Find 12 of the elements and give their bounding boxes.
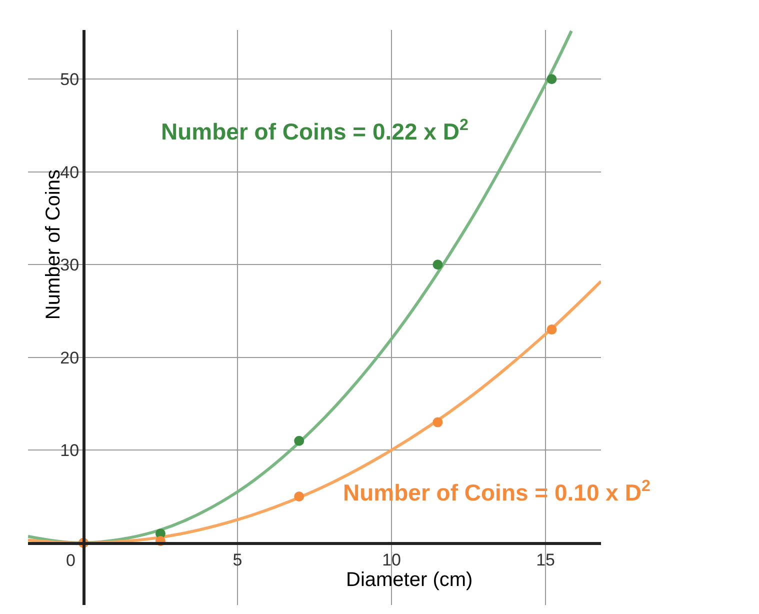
annotation: Number of Coins = 0.22 x D$^{2}$ xyxy=(161,116,468,145)
y-tick-label: 30 xyxy=(60,256,80,275)
y-tick-label: 10 xyxy=(60,441,80,460)
x-tick-label: 5 xyxy=(232,550,242,570)
x-tick-label: 15 xyxy=(536,550,556,570)
x-tick-label: 0 xyxy=(66,551,76,570)
x-axis-title: Diameter (cm) xyxy=(346,569,473,591)
x-tick-label: 10 xyxy=(382,550,401,570)
annotation: Number of Coins = 0.10 x D$^{2}$ xyxy=(343,477,650,506)
y-tick-label: 40 xyxy=(60,162,80,182)
y-tick-label: 20 xyxy=(60,348,80,368)
y-tick-label: 50 xyxy=(60,70,80,90)
